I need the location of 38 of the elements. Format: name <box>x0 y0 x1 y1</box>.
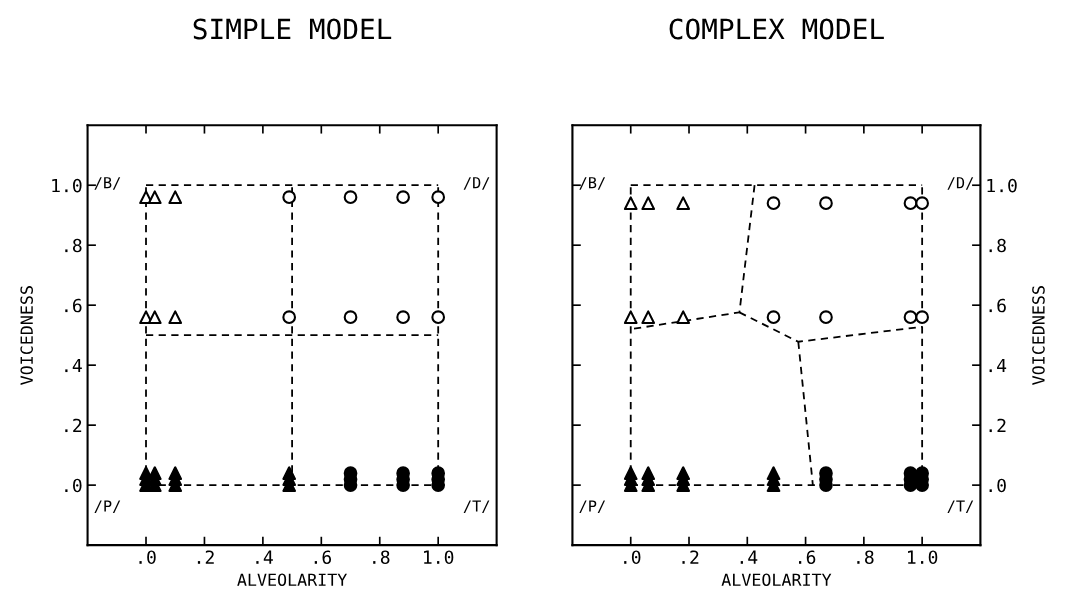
annotation: /T/ <box>463 500 490 513</box>
x-axis-title: ALVEOLARITY <box>721 573 832 587</box>
chart-title: SIMPLE MODEL <box>193 18 392 40</box>
x-tick-label: .4 <box>256 550 273 564</box>
y2-tick-label: .8 <box>989 238 1006 253</box>
y-tick-label: 1.0 <box>52 178 82 193</box>
annotation: /D/ <box>947 177 974 190</box>
y-tick-label: .4 <box>65 358 82 373</box>
y2-tick-label: .6 <box>989 298 1006 313</box>
x-tick-label: 1.0 <box>908 550 938 565</box>
annotation: /T/ <box>947 500 974 513</box>
y-tick-label: .6 <box>65 298 82 313</box>
x-tick-label: 1.0 <box>424 550 454 565</box>
y2-tick-label: .0 <box>989 478 1006 493</box>
x-tick-label: .6 <box>314 550 332 565</box>
annotation: /B/ <box>94 177 121 190</box>
x-tick-label: .2 <box>197 550 214 564</box>
annotation: /P/ <box>94 500 121 513</box>
y2-axis-title: VOICEDNESS <box>1032 286 1045 385</box>
annotation: /P/ <box>579 500 606 513</box>
x-tick-label: .0 <box>624 550 641 565</box>
y-tick-label: .0 <box>65 478 82 493</box>
x-axis-title: ALVEOLARITY <box>237 573 347 587</box>
x-tick-label: .6 <box>799 550 816 565</box>
x-tick-label: .0 <box>139 550 156 565</box>
chart-title: COMPLEX MODEL <box>669 18 884 40</box>
x-tick-label: .8 <box>857 550 874 565</box>
x-tick-label: .8 <box>373 550 390 565</box>
annotation: /B/ <box>579 177 606 190</box>
x-tick-label: .4 <box>740 550 758 564</box>
annotation: /D/ <box>463 177 490 190</box>
y2-tick-label: .4 <box>989 358 1007 373</box>
y-tick-label: .8 <box>65 238 82 253</box>
x-tick-label: .2 <box>682 550 699 564</box>
y-tick-label: .2 <box>65 418 82 433</box>
y2-tick-label: .2 <box>989 418 1006 433</box>
y2-tick-label: 1.0 <box>987 178 1017 193</box>
y-axis-title: VOICEDNESS <box>20 286 33 385</box>
